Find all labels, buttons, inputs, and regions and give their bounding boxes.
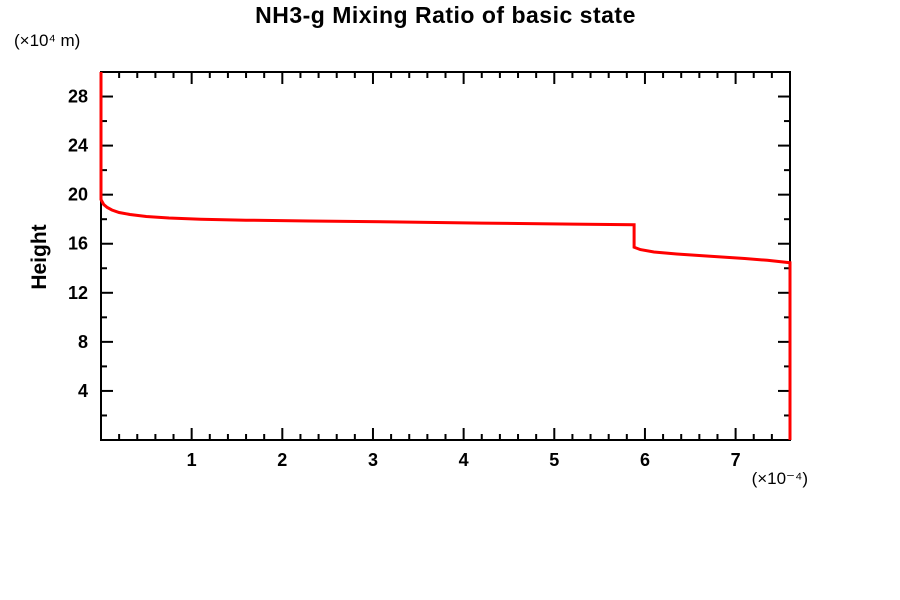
- y-tick-label: 24: [68, 136, 88, 156]
- y-tick-label: 4: [78, 381, 88, 401]
- y-tick-label: 12: [68, 283, 88, 303]
- chart-title: NH3-g Mixing Ratio of basic state: [255, 2, 636, 28]
- x-tick-label: 4: [459, 450, 469, 470]
- x-tick-label: 5: [549, 450, 559, 470]
- x-tick-label: 3: [368, 450, 378, 470]
- x-tick-label: 7: [731, 450, 741, 470]
- y-axis-label: Height: [28, 224, 51, 290]
- data-line: [99, 72, 792, 440]
- y-axis-unit-label: (×10⁴ m): [14, 31, 81, 50]
- y-tick-label: 28: [68, 87, 88, 107]
- y-tick-label: 16: [68, 234, 88, 254]
- x-tick-label: 6: [640, 450, 650, 470]
- y-tick-label: 20: [68, 185, 88, 205]
- x-tick-label: 2: [277, 450, 287, 470]
- x-tick-label: 1: [187, 450, 197, 470]
- x-axis-unit-label: (×10⁻⁴): [751, 469, 808, 488]
- y-tick-label: 8: [78, 332, 88, 352]
